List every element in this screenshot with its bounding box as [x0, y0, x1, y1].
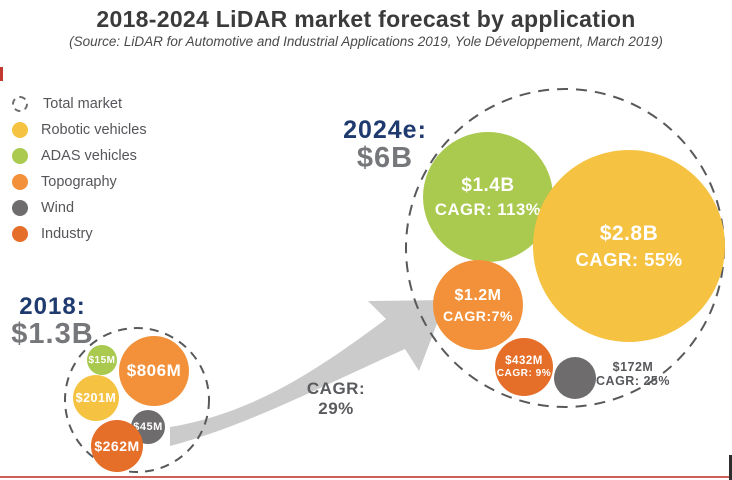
- total-market-ring-2018: [64, 327, 210, 473]
- label-2018: 2018: $1.3B: [5, 295, 100, 349]
- overall-cagr-label: CAGR: 29%: [298, 379, 374, 419]
- legend-label: ADAS vehicles: [41, 148, 137, 164]
- legend-label: Wind: [41, 200, 75, 216]
- chart-title: 2018-2024 LiDAR market forecast by appli…: [96, 6, 636, 32]
- adas-dot-icon: [12, 148, 28, 164]
- robotic-dot-icon: [12, 122, 28, 138]
- bubble-2018-robotic: $201M: [73, 375, 119, 421]
- bottom-edge-red-line: [0, 476, 732, 478]
- legend: Total market Robotic vehicles ADAS vehic…: [12, 96, 147, 252]
- legend-label: Robotic vehicles: [41, 122, 147, 138]
- wind-dot-icon: [12, 200, 28, 216]
- bubble-value: $15M: [88, 354, 116, 366]
- bubble-value: $1.4B: [461, 174, 515, 196]
- legend-item-wind: Wind: [12, 200, 147, 216]
- bubble-value: $172M: [612, 360, 654, 374]
- chart-source: (Source: LiDAR for Automotive and Indust…: [69, 34, 663, 49]
- bubble-value: $262M: [94, 438, 140, 454]
- legend-item-adas-vehicles: ADAS vehicles: [12, 148, 147, 164]
- bubble-value: $432M: [505, 355, 543, 367]
- total-2024e: $6B: [356, 142, 414, 174]
- year-2018: 2018:: [19, 293, 86, 320]
- legend-label: Topography: [41, 174, 117, 190]
- cagr-value: 29%: [318, 399, 354, 418]
- legend-item-total-market: Total market: [12, 96, 147, 112]
- bubble-value: $201M: [75, 391, 117, 405]
- year-2024e: 2024e:: [343, 116, 427, 144]
- industry-dot-icon: [12, 226, 28, 242]
- right-edge-dark-mark: [729, 455, 732, 480]
- bubble-2024-topography: $1.2M CAGR:7%: [433, 260, 523, 350]
- bubble-value: $2.8B: [599, 221, 659, 245]
- bubble-cagr: CAGR: 55%: [575, 248, 683, 270]
- bubble-cagr: CAGR: 25%: [596, 374, 670, 388]
- bubble-2024-adas: $1.4B CAGR: 113%: [423, 132, 553, 262]
- bubble-value: $806M: [126, 361, 182, 380]
- left-edge-red-mark: [0, 67, 3, 81]
- bubble-2024-industry: $432M CAGR: 9%: [495, 338, 553, 396]
- bubble-cagr: CAGR: 9%: [496, 368, 552, 379]
- legend-item-topography: Topography: [12, 174, 147, 190]
- bubble-2018-adas: $15M: [87, 345, 117, 375]
- bubble-2024-robotic: $2.8B CAGR: 55%: [533, 150, 725, 342]
- dashed-ring-icon: [12, 96, 28, 112]
- total-2018: $1.3B: [11, 318, 94, 350]
- legend-label: Industry: [41, 226, 93, 242]
- bubble-2018-topography: $806M: [119, 336, 189, 406]
- bubble-2018-industry: $262M: [91, 420, 143, 472]
- legend-item-robotic-vehicles: Robotic vehicles: [12, 122, 147, 138]
- bubble-2024-wind: [554, 357, 596, 399]
- legend-item-industry: Industry: [12, 226, 147, 242]
- bubble-cagr: CAGR:7%: [443, 307, 513, 324]
- growth-arrow-icon: [170, 300, 446, 446]
- cagr-word: CAGR:: [306, 379, 366, 398]
- bubble-2024-wind-label: $172M CAGR: 25%: [596, 360, 670, 388]
- label-2024e: 2024e: $6B: [337, 118, 433, 173]
- bubble-value: $1.2M: [454, 286, 502, 304]
- legend-label: Total market: [43, 96, 122, 112]
- bubble-value: $45M: [133, 421, 163, 433]
- bubble-cagr: CAGR: 113%: [434, 199, 542, 219]
- topography-dot-icon: [12, 174, 28, 190]
